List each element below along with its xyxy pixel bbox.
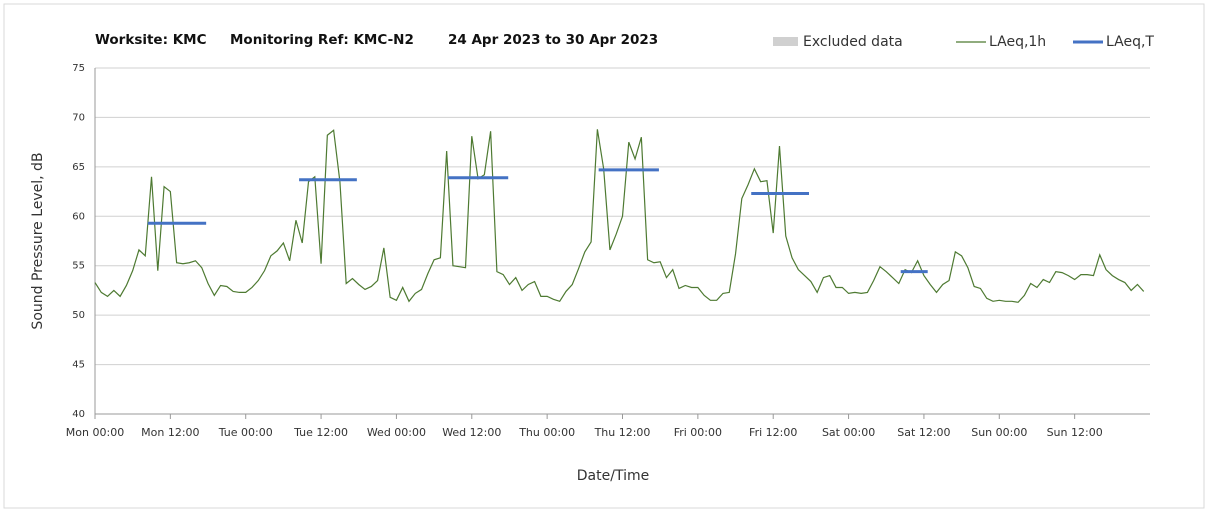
data-line xyxy=(94,129,1145,303)
x-tick-label: Sat 12:00 xyxy=(897,426,950,439)
chart-title: 24 Apr 2023 to 30 Apr 2023 xyxy=(448,32,658,48)
y-tick-label: 65 xyxy=(72,162,85,173)
chart-title: Monitoring Ref: KMC-N2 xyxy=(230,32,414,48)
x-tick-label: Sat 00:00 xyxy=(822,426,875,439)
x-tick-label: Wed 00:00 xyxy=(367,426,426,439)
x-tick-label: Wed 12:00 xyxy=(442,426,501,439)
y-tick-label: 40 xyxy=(72,409,85,420)
chart-frame xyxy=(3,3,1205,509)
x-tick-label: Fri 00:00 xyxy=(674,426,722,439)
y-axis-label: Sound Pressure Level, dB xyxy=(30,152,46,329)
y-tick-label: 70 xyxy=(72,112,85,123)
y-tick-label: 50 xyxy=(72,310,85,321)
x-tick-label: Tue 12:00 xyxy=(293,426,348,439)
y-tick-label: 75 xyxy=(72,63,85,74)
x-tick-label: Sun 00:00 xyxy=(971,426,1027,439)
y-tick-label: 55 xyxy=(72,261,85,272)
legend-swatch xyxy=(773,37,798,46)
x-tick-label: Thu 12:00 xyxy=(594,426,651,439)
x-tick-label: Mon 00:00 xyxy=(66,426,124,439)
chart-title: Worksite: KMC xyxy=(95,32,207,48)
legend-label: LAeq,T xyxy=(1106,34,1154,50)
x-tick-label: Tue 00:00 xyxy=(218,426,273,439)
x-tick-label: Thu 00:00 xyxy=(518,426,575,439)
x-tick-label: Fri 12:00 xyxy=(749,426,797,439)
x-axis-label: Date/Time xyxy=(577,468,649,484)
y-tick-label: 45 xyxy=(72,360,85,371)
legend-label: Excluded data xyxy=(803,34,903,50)
x-tick-label: Sun 12:00 xyxy=(1047,426,1103,439)
y-tick-label: 60 xyxy=(72,211,85,222)
x-tick-label: Mon 12:00 xyxy=(141,426,199,439)
legend-label: LAeq,1h xyxy=(989,34,1046,50)
